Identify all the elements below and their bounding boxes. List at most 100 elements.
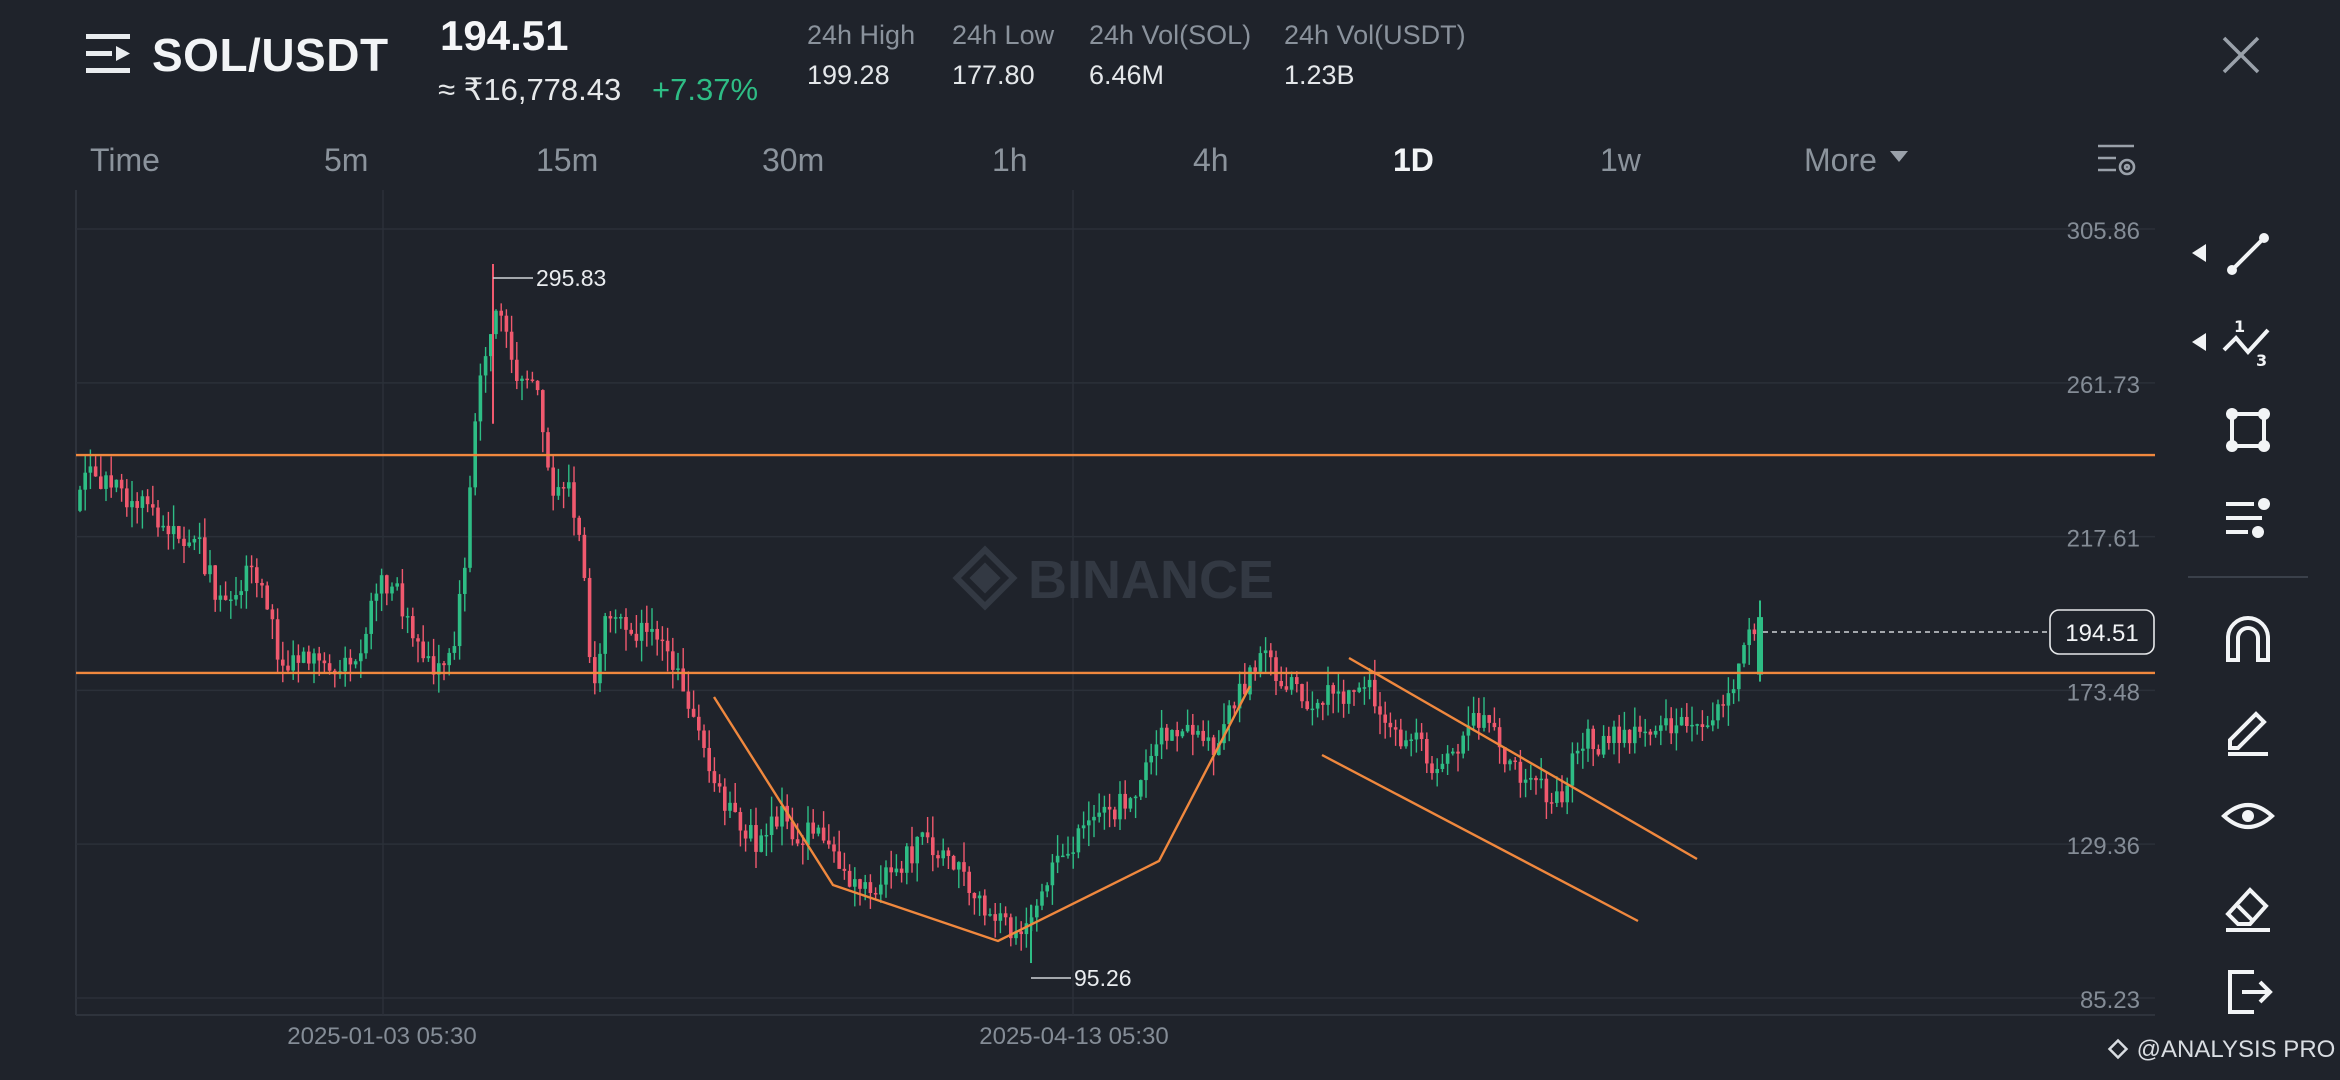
candle-body bbox=[1201, 730, 1205, 741]
drawings[interactable] bbox=[76, 453, 2155, 943]
candle-body bbox=[983, 895, 987, 916]
candle-body bbox=[1347, 690, 1351, 704]
candle-body bbox=[1274, 657, 1278, 681]
candle-body bbox=[499, 310, 503, 316]
tab-15m[interactable]: 15m bbox=[536, 142, 599, 178]
candle-body bbox=[379, 575, 384, 594]
candle-body bbox=[99, 476, 103, 489]
candle-body bbox=[587, 577, 592, 658]
candle-body bbox=[697, 716, 701, 731]
candle-body bbox=[551, 467, 555, 496]
candle-body bbox=[1315, 702, 1320, 709]
trading-pair[interactable]: SOL/USDT bbox=[152, 29, 389, 81]
candle-body bbox=[286, 665, 290, 671]
pencil-icon[interactable] bbox=[2220, 700, 2276, 756]
candle-body bbox=[925, 832, 930, 838]
fibonacci-icon[interactable]: 1 3 bbox=[2220, 314, 2276, 370]
candle-body bbox=[145, 496, 150, 505]
candle-body bbox=[1149, 755, 1153, 763]
eye-icon[interactable] bbox=[2220, 788, 2276, 844]
candle-body bbox=[1352, 690, 1356, 692]
exit-icon[interactable] bbox=[2220, 964, 2276, 1020]
chart-settings-icon[interactable] bbox=[2096, 140, 2138, 180]
shape-icon[interactable] bbox=[2220, 402, 2276, 458]
caret-left-icon[interactable] bbox=[2192, 244, 2206, 262]
candle-body bbox=[1331, 685, 1335, 694]
stat-vol-usdt-label: 24h Vol(USDT) bbox=[1284, 20, 1466, 50]
candle-body bbox=[629, 629, 633, 634]
candle-body bbox=[1399, 729, 1403, 747]
last-price: 194.51 bbox=[440, 12, 569, 59]
candle-body bbox=[920, 832, 925, 837]
candle-body bbox=[832, 844, 836, 852]
candle-body bbox=[1180, 731, 1185, 737]
candle-body bbox=[1081, 825, 1086, 829]
trend-line-icon[interactable] bbox=[2220, 226, 2276, 282]
candle-body bbox=[140, 496, 145, 508]
menu-icon[interactable] bbox=[86, 32, 132, 76]
tab-1w[interactable]: 1w bbox=[1600, 142, 1641, 178]
candle-body bbox=[967, 871, 971, 893]
candle-body bbox=[665, 640, 670, 652]
candle-body bbox=[1019, 931, 1023, 935]
indicator-lines-icon[interactable] bbox=[2220, 490, 2276, 546]
candle-body bbox=[312, 653, 316, 664]
candle-body bbox=[83, 472, 87, 490]
price-change: +7.37% bbox=[652, 72, 759, 107]
candle-body bbox=[1430, 763, 1434, 774]
candle-body bbox=[738, 812, 743, 831]
candle-body bbox=[795, 839, 800, 844]
tab-4h[interactable]: 4h bbox=[1193, 142, 1229, 178]
candle-body bbox=[1419, 732, 1424, 740]
candle-body bbox=[1477, 713, 1481, 728]
candle-body bbox=[827, 840, 831, 845]
tab-1h[interactable]: 1h bbox=[992, 142, 1028, 178]
magnet-icon[interactable] bbox=[2220, 612, 2276, 668]
candle-body bbox=[655, 628, 659, 640]
candle-body bbox=[1133, 796, 1138, 799]
close-icon[interactable] bbox=[2220, 34, 2262, 76]
candle-body bbox=[296, 655, 301, 663]
binance-logo-icon bbox=[2107, 1038, 2129, 1060]
candle-body bbox=[1055, 855, 1060, 863]
caret-left-icon[interactable] bbox=[2192, 333, 2206, 351]
candle-body bbox=[93, 466, 98, 477]
candle-body bbox=[405, 616, 410, 618]
candle-body bbox=[645, 622, 649, 632]
candle-body bbox=[1217, 743, 1221, 756]
candle-body bbox=[1061, 855, 1065, 858]
candles bbox=[78, 263, 1763, 964]
svg-text:3: 3 bbox=[2256, 351, 2267, 370]
candle-body bbox=[260, 582, 264, 586]
candle-body bbox=[483, 356, 488, 376]
candle-body bbox=[1097, 812, 1101, 817]
candle-body bbox=[1581, 748, 1585, 751]
tab-time[interactable]: Time bbox=[90, 142, 160, 178]
candle-body bbox=[1445, 753, 1450, 764]
candle-body bbox=[681, 668, 685, 692]
candle-body bbox=[1362, 687, 1367, 689]
candle-body bbox=[400, 583, 405, 617]
candle-body bbox=[1674, 725, 1679, 734]
chevron-down-icon[interactable] bbox=[1890, 151, 1908, 163]
candle-body bbox=[686, 691, 691, 709]
candle-body bbox=[369, 600, 373, 634]
eraser-icon[interactable] bbox=[2220, 876, 2276, 932]
tab-more[interactable]: More bbox=[1804, 142, 1877, 178]
candle-body bbox=[1648, 731, 1653, 735]
candle-body bbox=[421, 641, 425, 659]
candle-body bbox=[717, 783, 722, 787]
tab-1d[interactable]: 1D bbox=[1393, 142, 1434, 178]
candle-body bbox=[1669, 718, 1673, 734]
candle-body bbox=[1279, 680, 1283, 687]
candle-body bbox=[1596, 749, 1601, 755]
candle-body bbox=[993, 914, 997, 921]
candle-body bbox=[759, 835, 763, 852]
candle-body bbox=[374, 593, 379, 601]
candle-body bbox=[1118, 793, 1122, 820]
candle-body bbox=[691, 708, 696, 717]
tab-5m[interactable]: 5m bbox=[324, 142, 369, 178]
tab-30m[interactable]: 30m bbox=[762, 142, 825, 178]
candle-body bbox=[541, 390, 545, 433]
